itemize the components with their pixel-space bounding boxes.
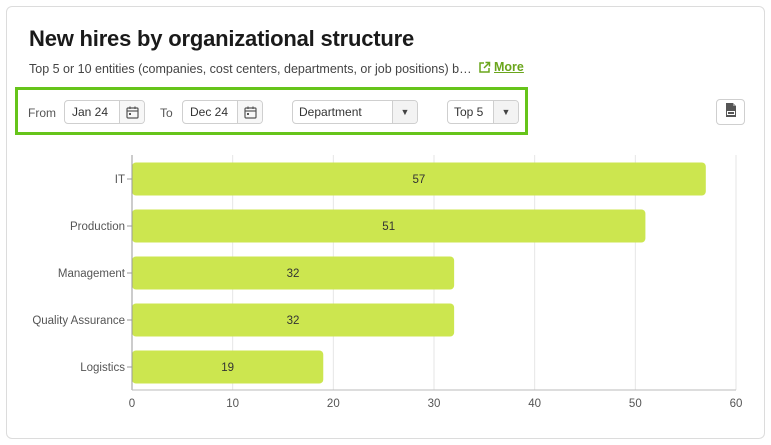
x-tick-label: 10	[226, 398, 239, 410]
more-link[interactable]: More	[478, 60, 524, 74]
to-date-field[interactable]: Dec 24	[182, 100, 263, 124]
from-date-value: Jan 24	[72, 105, 109, 119]
data-label: 57	[413, 174, 426, 186]
calendar-icon[interactable]	[237, 101, 262, 123]
bar[interactable]	[132, 256, 455, 290]
y-tick-label: Logistics	[80, 362, 125, 374]
bar[interactable]	[132, 350, 324, 384]
y-tick-label: Quality Assurance	[32, 315, 125, 327]
chart-description: Top 5 or 10 entities (companies, cost ce…	[29, 62, 472, 76]
more-link-label: More	[494, 60, 524, 74]
bar[interactable]	[132, 162, 706, 196]
group-by-value: Department	[299, 105, 362, 119]
y-tick-label: Management	[58, 268, 126, 280]
chevron-down-icon[interactable]: ▼	[493, 101, 518, 123]
to-label: To	[160, 106, 173, 120]
x-tick-label: 20	[327, 398, 340, 410]
x-tick-label: 40	[528, 398, 541, 410]
export-jpg-button[interactable]	[716, 99, 745, 125]
bar[interactable]	[132, 209, 646, 243]
top-n-value: Top 5	[454, 105, 484, 119]
x-tick-label: 30	[428, 398, 441, 410]
y-tick-label: Production	[70, 221, 125, 233]
data-label: 32	[287, 268, 300, 280]
to-date-value: Dec 24	[190, 105, 229, 119]
jpg-export-icon	[724, 102, 738, 123]
page-title: New hires by organizational structure	[29, 26, 415, 51]
external-link-icon	[478, 61, 491, 74]
group-by-select[interactable]: Department ▼	[292, 100, 418, 124]
filter-bar	[15, 87, 528, 135]
x-tick-label: 50	[629, 398, 642, 410]
from-date-field[interactable]: Jan 24	[64, 100, 145, 124]
data-label: 51	[382, 221, 395, 233]
top-n-select[interactable]: Top 5 ▼	[447, 100, 519, 124]
x-tick-label: 0	[129, 398, 135, 410]
calendar-icon[interactable]	[119, 101, 144, 123]
x-tick-label: 60	[730, 398, 743, 410]
data-label: 19	[221, 362, 234, 374]
chevron-down-icon[interactable]: ▼	[392, 101, 417, 123]
y-tick-label: IT	[115, 174, 125, 186]
data-label: 32	[287, 315, 300, 327]
from-label: From	[28, 106, 56, 120]
bar[interactable]	[132, 303, 455, 337]
